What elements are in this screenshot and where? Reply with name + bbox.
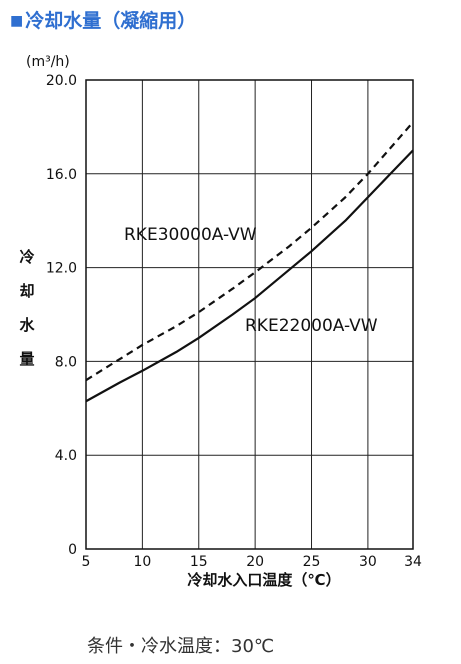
series-line-rke22000a-vw — [85, 149, 414, 403]
grid — [85, 79, 414, 550]
y-tick-label: 0 — [68, 542, 77, 558]
plot-frame — [85, 79, 414, 550]
x-tick-label: 5 — [82, 554, 91, 570]
y-unit-label: (m³/h) — [26, 54, 70, 70]
y-tick-label: 20.0 — [46, 73, 77, 89]
y-tick-label: 8.0 — [55, 354, 77, 370]
x-tick-label: 30 — [359, 554, 377, 570]
y-tick-label: 4.0 — [55, 448, 77, 464]
x-axis-label: 冷却水入口温度（℃） — [187, 571, 340, 589]
chart-title: 冷却水量（凝縮用） — [25, 10, 197, 32]
chart-header: ■ 冷却水量（凝縮用） — [10, 8, 196, 34]
series-label: RKE30000A-VW — [124, 225, 257, 245]
series-label: RKE22000A-VW — [245, 316, 378, 336]
series-lines — [85, 121, 414, 403]
chart-labels: RKE30000A-VW RKE22000A-VW 0 4.0 8.0 12.0 16.0 2… — [19, 54, 422, 589]
x-tick-label: 20 — [246, 554, 264, 570]
x-tick-label: 25 — [303, 554, 321, 570]
x-tick-label: 34 — [404, 554, 422, 570]
square-bullet-icon: ■ — [10, 13, 24, 29]
y-tick-label: 16.0 — [46, 167, 77, 183]
y-tick-label: 12.0 — [46, 261, 77, 277]
condition-note: 条件・冷水温度：30℃ — [87, 636, 275, 657]
cooling-water-chart: RKE30000A-VW RKE22000A-VW 0 4.0 8.0 12.0 16.0 2… — [19, 54, 422, 589]
x-tick-label: 15 — [190, 554, 208, 570]
y-axis-label: 冷却水量 — [19, 248, 35, 368]
x-tick-label: 10 — [133, 554, 151, 570]
series-line-rke30000a-vw — [85, 121, 414, 382]
